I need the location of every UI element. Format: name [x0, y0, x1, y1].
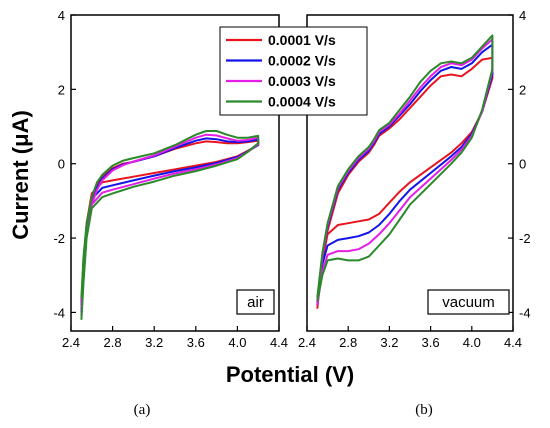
panel-label-box: [427, 289, 510, 315]
y-tick-label: 2: [58, 82, 65, 97]
caption-b: (b): [415, 402, 433, 418]
legend-label: 0.0003 V/s: [268, 73, 336, 89]
x-tick-label: 4.0: [463, 335, 481, 350]
series-line-1: [80, 139, 260, 309]
y-axis-title: Current (μA): [8, 110, 33, 240]
x-tick-label: 4.4: [504, 335, 522, 350]
panel-vacuum: 2.4 2.8 3.2 3.6 4.0 4.4 -4 -2 0 2 4 vacuum: [298, 8, 531, 350]
plot-frame: [70, 14, 280, 332]
x-tick-label: 3.2: [380, 335, 398, 350]
series-line-4: [80, 130, 260, 320]
x-tick-label: 2.8: [339, 335, 357, 350]
y-tick-label: 4: [58, 8, 65, 23]
caption-a: (a): [134, 402, 151, 418]
y-tick-label: 0: [519, 157, 526, 172]
series-line-4: [316, 34, 494, 302]
legend-label: 0.0002 V/s: [268, 53, 336, 69]
x-tick-label: 2.4: [62, 335, 80, 350]
x-tick-label: 2.4: [298, 335, 316, 350]
panel-label: vacuum: [442, 294, 495, 311]
legend: 0.0001 V/s 0.0002 V/s 0.0003 V/s 0.0004 V/s: [219, 26, 368, 116]
x-axis-title: Potential (V): [226, 362, 354, 387]
x-tick-label: 4.0: [228, 335, 246, 350]
panel-air: 2.4 2.8 3.2 3.6 4.0 4.4 -4 -2 0 2 4 air: [53, 8, 288, 350]
y-tick-label: 2: [519, 82, 526, 97]
y-tick-label: -2: [519, 231, 531, 246]
panel-label-box: [236, 289, 275, 315]
y-tick-label: -4: [53, 305, 65, 320]
series-line-2: [80, 137, 260, 313]
y-tick-label: 0: [58, 157, 65, 172]
plot-frame: [306, 14, 514, 332]
y-tick-label: -2: [53, 231, 65, 246]
series-line-3: [316, 38, 494, 306]
series-line-2: [316, 43, 494, 306]
x-tick-label: 3.6: [187, 335, 205, 350]
y-tick-label: 4: [519, 8, 526, 23]
series-line-1: [316, 56, 494, 309]
series-line-3: [80, 133, 260, 317]
y-tick-label: -4: [519, 305, 531, 320]
legend-box: [219, 26, 368, 116]
legend-label: 0.0001 V/s: [268, 32, 336, 48]
x-tick-label: 3.6: [422, 335, 440, 350]
x-tick-label: 3.2: [145, 335, 163, 350]
panel-label: air: [247, 294, 264, 311]
x-tick-label: 2.8: [104, 335, 122, 350]
x-tick-label: 4.4: [270, 335, 288, 350]
legend-label: 0.0004 V/s: [268, 94, 336, 110]
